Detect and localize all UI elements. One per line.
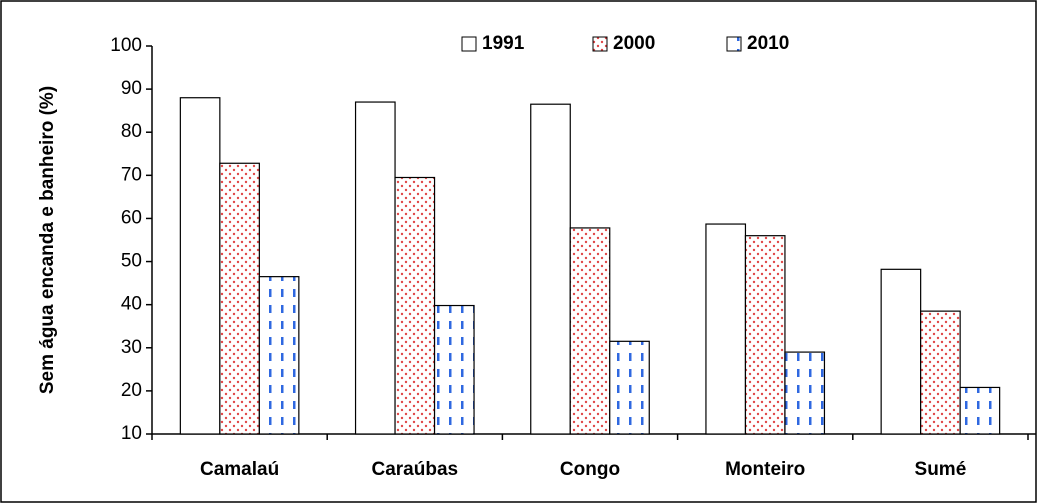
y-tick-label: 10 xyxy=(121,423,142,444)
x-tick-label: Monteiro xyxy=(725,459,805,480)
x-tick-label: Congo xyxy=(560,459,620,480)
y-tick-label: 70 xyxy=(121,164,142,185)
x-tick-label: Sumé xyxy=(915,459,967,480)
y-tick-label: 80 xyxy=(121,121,142,142)
legend-swatch xyxy=(461,36,477,52)
bar xyxy=(354,101,396,435)
legend-label: 2010 xyxy=(747,33,789,54)
bar xyxy=(609,340,650,435)
bar xyxy=(219,162,260,435)
legend-label: 2000 xyxy=(613,33,655,54)
y-tick-label: 40 xyxy=(121,294,142,315)
bar xyxy=(705,223,747,435)
bar xyxy=(394,176,436,435)
bar xyxy=(959,386,1001,435)
y-tick-label: 100 xyxy=(110,35,142,56)
bar xyxy=(880,268,922,435)
bar xyxy=(920,310,961,435)
y-tick-label: 30 xyxy=(121,337,142,358)
bar xyxy=(744,235,786,435)
y-tick-label: 20 xyxy=(121,380,142,401)
y-tick-label: 90 xyxy=(121,78,142,99)
bar xyxy=(530,103,571,435)
y-axis-label: Sem água encanda e banheiro (%) xyxy=(37,86,58,394)
x-tick-label: Camalaú xyxy=(200,459,279,480)
bar xyxy=(784,351,826,435)
legend-swatch xyxy=(726,36,742,52)
bar xyxy=(179,97,221,435)
legend-label: 1991 xyxy=(482,33,525,54)
bar xyxy=(569,227,611,435)
x-tick-label: Caraúbas xyxy=(371,459,458,480)
y-tick-label: 50 xyxy=(121,251,142,272)
bar xyxy=(258,276,300,435)
bar xyxy=(433,304,475,435)
legend-swatch xyxy=(592,36,608,52)
y-tick-label: 60 xyxy=(121,207,142,228)
